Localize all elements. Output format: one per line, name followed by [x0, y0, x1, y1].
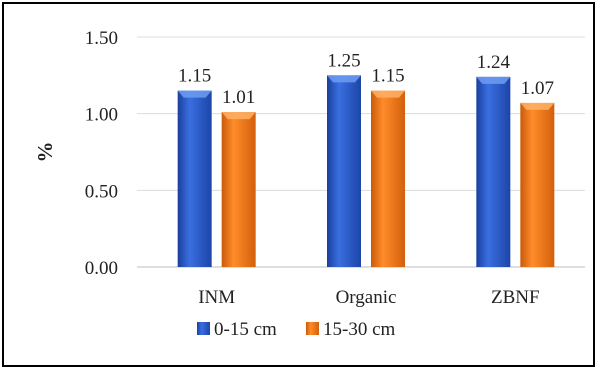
bar-bevel [371, 90, 405, 98]
legend-label-0-15: 0-15 cm [214, 319, 277, 340]
bar-0-15cm [327, 75, 361, 267]
bar-bevel [476, 76, 511, 84]
y-tick-label: 0.50 [85, 181, 118, 202]
y-tick-label: 0.00 [85, 258, 118, 279]
legend-swatch-15-30 [306, 322, 319, 335]
y-tick-label: 1.00 [85, 105, 118, 126]
y-axis-label: % [33, 142, 57, 163]
legend: 0-15 cm 15-30 cm [197, 319, 396, 340]
data-label: 1.15 [371, 66, 404, 87]
y-tick-label: 1.50 [85, 28, 118, 49]
bar-bevel [221, 112, 256, 120]
bar-15-30cm [520, 102, 555, 267]
x-tick-label: Organic [336, 287, 397, 308]
bar-bevel [327, 75, 361, 83]
bar-bevel [520, 102, 555, 110]
x-tick-label: ZBNF [491, 287, 540, 308]
data-label: 1.01 [222, 87, 255, 108]
data-label: 1.07 [521, 78, 554, 99]
bar-0-15cm [177, 90, 212, 268]
y-axis: 0.00 0.50 1.00 1.50 [85, 28, 118, 279]
data-label: 1.25 [327, 50, 360, 71]
legend-label-15-30: 15-30 cm [323, 319, 396, 340]
x-tick-label: INM [198, 287, 235, 308]
bar-0-15cm [476, 76, 511, 267]
data-label: 1.24 [477, 52, 511, 73]
x-axis: INM Organic ZBNF [198, 287, 539, 308]
bar-15-30cm [221, 112, 256, 267]
data-labels: 1.15 1.01 1.25 1.15 1.24 1.07 [178, 50, 554, 108]
bars [177, 75, 555, 268]
data-label: 1.15 [178, 66, 211, 87]
bar-15-30cm [371, 90, 405, 268]
bar-bevel [177, 90, 212, 98]
legend-swatch-0-15 [197, 322, 210, 335]
